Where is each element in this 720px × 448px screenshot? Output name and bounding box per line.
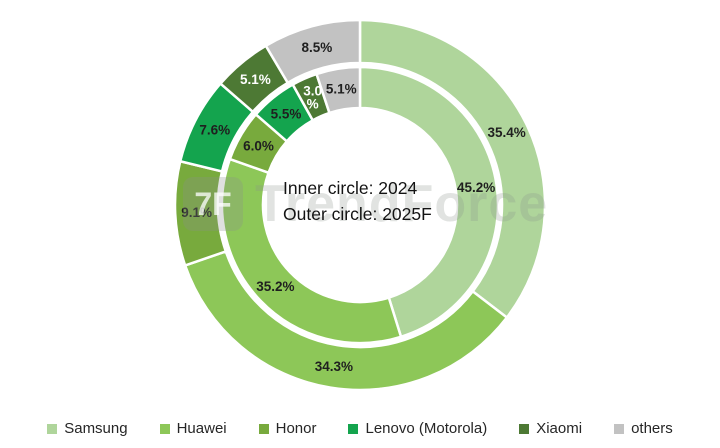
slice-outer-huawei <box>183 250 509 392</box>
legend-swatch-lenovo-motorola <box>348 423 359 434</box>
slice-label-outer-huawei: 34.3% <box>315 359 353 374</box>
slice-inner-huawei <box>220 157 403 345</box>
legend: Samsung Huawei Honor Lenovo (Motorola) Xiaom… <box>0 420 720 437</box>
center-label: Inner circle: 2024 Outer circle: 2025F <box>283 175 432 227</box>
legend-label-samsung: Samsung <box>64 420 128 437</box>
legend-label-honor: Honor <box>275 420 317 437</box>
slice-inner-samsung <box>358 65 500 339</box>
legend-label-lenovo-motorola: Lenovo (Motorola) <box>365 420 488 437</box>
legend-swatch-huawei <box>159 423 170 434</box>
slice-label-outer-honor: 9.1% <box>181 205 212 220</box>
legend-label-others: others <box>631 420 673 437</box>
center-label-line2: Outer circle: 2025F <box>283 204 432 224</box>
legend-item-samsung: Samsung <box>47 420 128 437</box>
legend-swatch-xiaomi <box>519 423 530 434</box>
legend-label-xiaomi: Xiaomi <box>536 420 583 437</box>
slice-outer-samsung <box>358 18 547 319</box>
legend-swatch-samsung <box>47 423 58 434</box>
slice-label-outer-xiaomi: 5.1% <box>240 72 271 87</box>
slice-label-inner-samsung: 45.2% <box>457 180 495 195</box>
legend-item-honor: Honor <box>258 420 317 437</box>
slice-label-inner-lenovo-motorola: 5.5% <box>271 106 302 121</box>
legend-item-huawei: Huawei <box>159 420 227 437</box>
legend-swatch-others <box>614 423 625 434</box>
slice-inner-others <box>315 65 362 115</box>
legend-item-xiaomi: Xiaomi <box>519 420 582 437</box>
slice-label-outer-lenovo-motorola: 7.6% <box>199 122 230 137</box>
legend-item-others: others <box>614 420 673 437</box>
slice-label-outer-samsung: 35.4% <box>487 125 525 140</box>
legend-swatch-honor <box>258 423 269 434</box>
slice-label-inner-others: 5.1% <box>326 82 357 97</box>
slice-label-inner-honor: 6.0% <box>243 138 274 153</box>
slice-label-inner-huawei: 35.2% <box>256 279 294 294</box>
center-label-line1: Inner circle: 2024 <box>283 178 418 198</box>
slice-label-inner-xiaomi: 3.0% <box>303 83 322 111</box>
double-donut-chart: 35.4% 34.3% 9.1% 7.6% 5.1% 8.5% 45.2% 35.2% 6.0%… <box>173 18 547 392</box>
legend-label-huawei: Huawei <box>176 420 227 437</box>
slice-outer-others <box>264 18 362 85</box>
legend-item-lenovo-motorola: Lenovo (Motorola) <box>348 420 487 437</box>
slice-label-outer-others: 8.5% <box>301 40 332 55</box>
